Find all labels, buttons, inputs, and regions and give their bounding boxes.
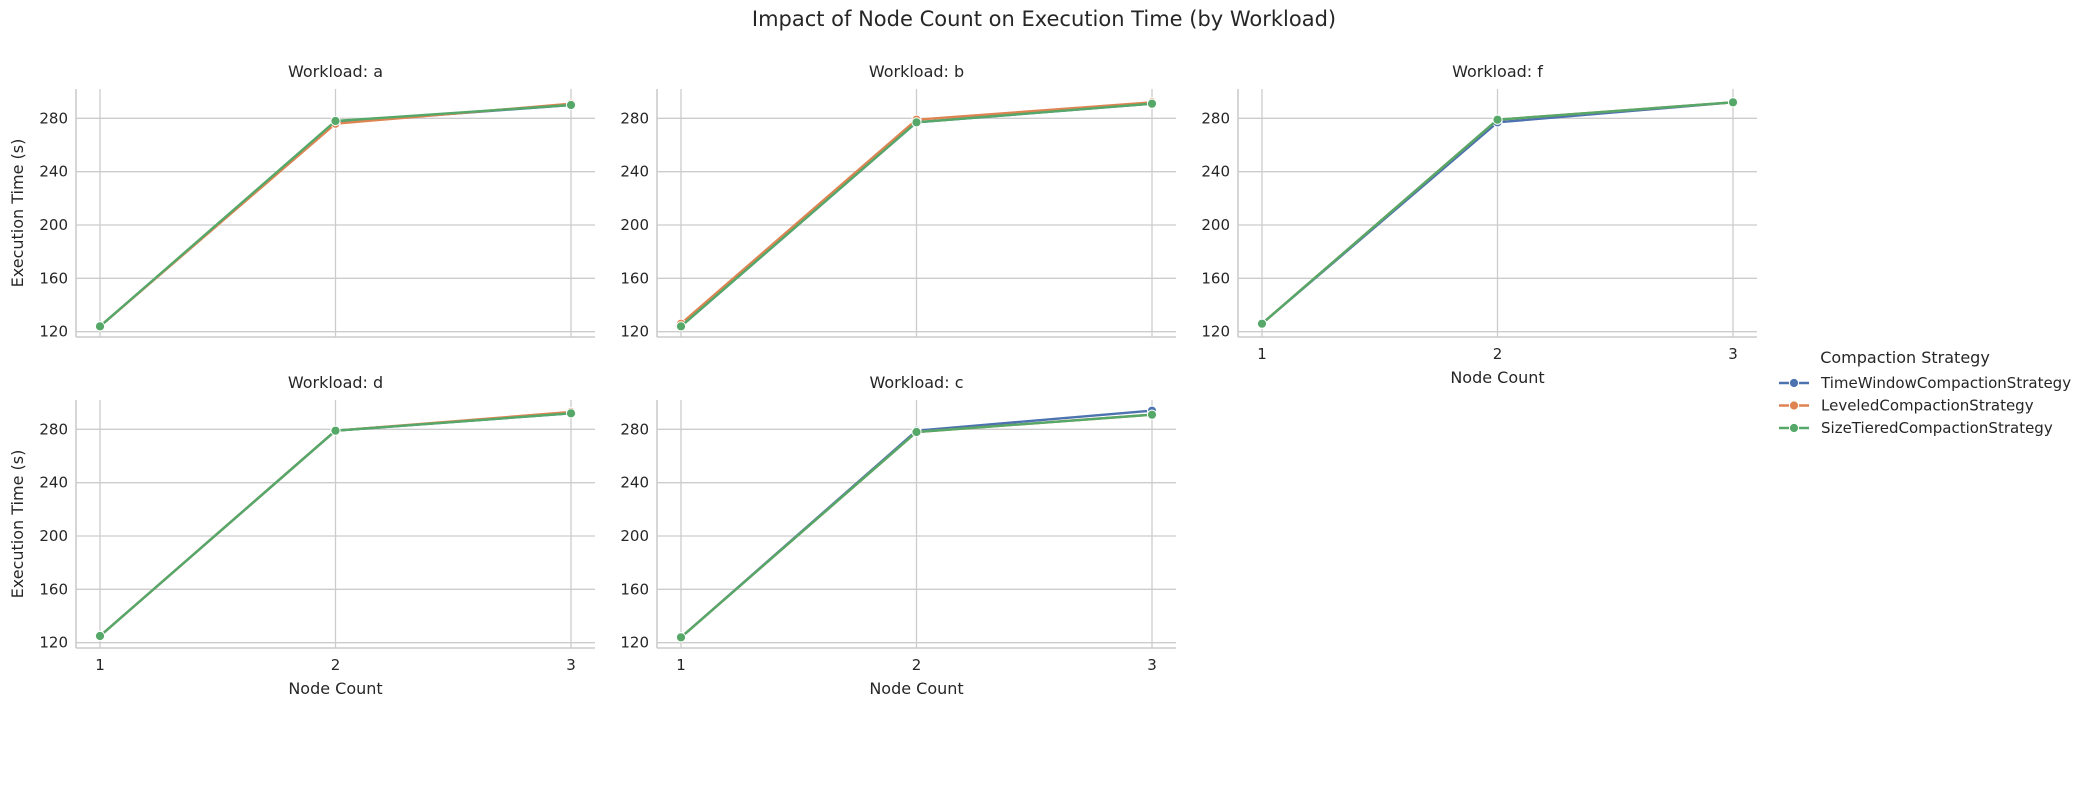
legend-label: TimeWindowCompactionStrategy	[1820, 374, 2071, 392]
y-tick-label: 240	[620, 474, 649, 492]
data-point	[1146, 98, 1158, 109]
panel-title: Workload: f	[1452, 62, 1543, 81]
legend: Compaction Strategy TimeWindowCompaction…	[1779, 348, 2071, 437]
legend-item: LeveledCompactionStrategy	[1779, 397, 2034, 415]
data-point	[675, 321, 687, 332]
panel-title: Workload: b	[869, 62, 964, 81]
data-point	[1492, 114, 1503, 125]
y-tick-label: 120	[620, 323, 649, 341]
legend-item: SizeTieredCompactionStrategy	[1779, 419, 2053, 437]
legend-swatch-marker	[1788, 377, 1800, 389]
legend-swatch-marker	[1788, 400, 1800, 411]
x-tick-label: 3	[1728, 345, 1738, 363]
y-tick-label: 280	[1201, 109, 1230, 127]
y-tick-label: 240	[1201, 163, 1230, 181]
y-tick-label: 240	[620, 163, 649, 181]
y-tick-label: 200	[620, 216, 649, 234]
x-tick-label: 1	[95, 656, 105, 674]
y-tick-label: 160	[620, 580, 649, 598]
figure-title: Impact of Node Count on Execution Time (…	[752, 7, 1336, 31]
x-axis-label: Node Count	[1450, 368, 1544, 387]
legend-title: Compaction Strategy	[1820, 348, 1990, 367]
legend-item: TimeWindowCompactionStrategy	[1779, 374, 2071, 392]
x-axis-label: Node Count	[288, 679, 382, 698]
y-tick-label: 200	[39, 216, 68, 234]
panel-title: Workload: c	[870, 373, 964, 392]
y-tick-label: 160	[39, 580, 68, 598]
legend-items: TimeWindowCompactionStrategy LeveledCompa…	[1779, 374, 2071, 437]
y-tick-label: 120	[1201, 323, 1230, 341]
panel-grid: 120 160 200 240 280 Workload: a Execution Time…	[8, 62, 1757, 698]
data-point	[94, 321, 106, 332]
x-tick-label: 2	[1493, 345, 1503, 363]
panel-workload-f: 120 160 200 240 280 1 2 3 Workload: f Node Count	[1201, 62, 1757, 387]
legend-label: SizeTieredCompactionStrategy	[1821, 419, 2053, 437]
data-point	[1727, 97, 1739, 108]
panel-title: Workload: a	[288, 62, 383, 81]
data-point	[675, 632, 687, 643]
data-point	[911, 426, 922, 438]
x-tick-label: 3	[1147, 656, 1157, 674]
y-tick-label: 200	[1201, 216, 1230, 234]
y-tick-label: 240	[39, 163, 68, 181]
y-tick-label: 120	[39, 634, 68, 652]
y-tick-label: 160	[39, 269, 68, 287]
y-tick-label: 200	[620, 527, 649, 545]
x-tick-label: 3	[566, 656, 576, 674]
data-point	[330, 115, 341, 127]
y-tick-label: 200	[39, 527, 68, 545]
y-tick-label: 280	[39, 420, 68, 438]
y-tick-label: 240	[39, 474, 68, 492]
data-point	[1146, 409, 1158, 420]
x-tick-label: 1	[676, 656, 686, 674]
y-tick-label: 160	[620, 269, 649, 287]
panel-workload-b: 120 160 200 240 280 Workload: b	[620, 62, 1176, 341]
x-tick-label: 2	[331, 656, 341, 674]
x-axis-label: Node Count	[869, 679, 963, 698]
panel-workload-d: 120 160 200 240 280 1 2 3 Workload: d Execution T…	[8, 373, 595, 698]
y-axis-label: Execution Time (s)	[8, 450, 27, 599]
data-point	[330, 425, 341, 436]
legend-label: LeveledCompactionStrategy	[1821, 397, 2034, 415]
data-point	[1256, 318, 1268, 329]
data-point	[94, 630, 106, 642]
y-tick-label: 120	[620, 634, 649, 652]
data-point	[565, 408, 577, 419]
y-tick-label: 160	[1201, 269, 1230, 287]
y-tick-label: 280	[39, 109, 68, 127]
y-tick-label: 280	[620, 420, 649, 438]
panel-workload-c: 120 160 200 240 280 1 2 3 Workload: c Node Count	[620, 373, 1176, 698]
data-point	[565, 99, 577, 111]
legend-swatch-marker	[1788, 422, 1800, 434]
data-point	[911, 117, 922, 128]
y-tick-label: 120	[39, 323, 68, 341]
y-tick-label: 280	[620, 109, 649, 127]
x-tick-label: 1	[1257, 345, 1267, 363]
y-axis-label: Execution Time (s)	[8, 139, 27, 288]
panel-title: Workload: d	[288, 373, 383, 392]
panel-workload-a: 120 160 200 240 280 Workload: a Execution Time…	[8, 62, 595, 341]
x-tick-label: 2	[912, 656, 922, 674]
